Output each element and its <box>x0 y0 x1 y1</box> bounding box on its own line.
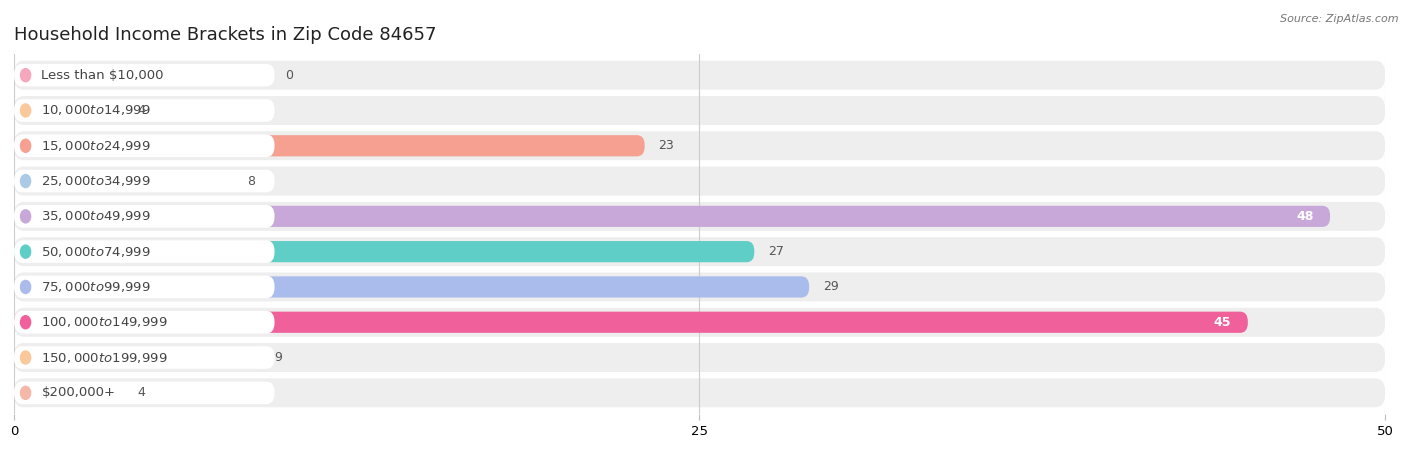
Text: $150,000 to $199,999: $150,000 to $199,999 <box>42 351 167 364</box>
FancyBboxPatch shape <box>14 206 1330 227</box>
Text: 48: 48 <box>1296 210 1313 223</box>
FancyBboxPatch shape <box>14 99 274 122</box>
FancyBboxPatch shape <box>14 202 1385 231</box>
Text: Source: ZipAtlas.com: Source: ZipAtlas.com <box>1281 14 1399 23</box>
Circle shape <box>21 351 31 364</box>
Text: $50,000 to $74,999: $50,000 to $74,999 <box>42 245 152 259</box>
FancyBboxPatch shape <box>14 241 754 262</box>
FancyBboxPatch shape <box>14 96 1385 125</box>
Text: $75,000 to $99,999: $75,000 to $99,999 <box>42 280 152 294</box>
Text: $100,000 to $149,999: $100,000 to $149,999 <box>42 315 167 329</box>
Text: 45: 45 <box>1213 316 1232 329</box>
FancyBboxPatch shape <box>14 205 274 228</box>
Circle shape <box>21 316 31 329</box>
Text: 29: 29 <box>823 280 838 293</box>
FancyBboxPatch shape <box>14 382 274 404</box>
Text: 0: 0 <box>285 69 294 82</box>
Text: Household Income Brackets in Zip Code 84657: Household Income Brackets in Zip Code 84… <box>14 26 436 44</box>
FancyBboxPatch shape <box>14 312 1249 333</box>
FancyBboxPatch shape <box>14 276 274 298</box>
FancyBboxPatch shape <box>14 61 1385 90</box>
FancyBboxPatch shape <box>14 135 274 157</box>
Circle shape <box>21 104 31 117</box>
FancyBboxPatch shape <box>14 100 124 121</box>
Text: 4: 4 <box>138 104 145 117</box>
FancyBboxPatch shape <box>14 272 1385 302</box>
Text: 8: 8 <box>247 175 254 188</box>
FancyBboxPatch shape <box>14 131 1385 160</box>
Text: $200,000+: $200,000+ <box>42 386 115 399</box>
Text: Less than $10,000: Less than $10,000 <box>42 69 165 82</box>
FancyBboxPatch shape <box>14 166 1385 196</box>
FancyBboxPatch shape <box>14 276 810 297</box>
FancyBboxPatch shape <box>14 240 274 263</box>
FancyBboxPatch shape <box>14 382 124 403</box>
Circle shape <box>21 210 31 223</box>
Text: 9: 9 <box>274 351 283 364</box>
FancyBboxPatch shape <box>14 135 644 156</box>
Circle shape <box>21 175 31 188</box>
Text: $35,000 to $49,999: $35,000 to $49,999 <box>42 209 152 223</box>
Circle shape <box>21 245 31 258</box>
Circle shape <box>21 139 31 152</box>
Circle shape <box>21 280 31 293</box>
FancyBboxPatch shape <box>14 308 1385 337</box>
FancyBboxPatch shape <box>14 311 274 333</box>
Text: $10,000 to $14,999: $10,000 to $14,999 <box>42 104 152 117</box>
FancyBboxPatch shape <box>14 237 1385 266</box>
FancyBboxPatch shape <box>14 346 274 369</box>
Text: 23: 23 <box>658 139 673 152</box>
FancyBboxPatch shape <box>14 343 1385 372</box>
FancyBboxPatch shape <box>14 64 274 86</box>
Text: $25,000 to $34,999: $25,000 to $34,999 <box>42 174 152 188</box>
Text: 27: 27 <box>768 245 785 258</box>
FancyBboxPatch shape <box>14 347 262 368</box>
Text: $15,000 to $24,999: $15,000 to $24,999 <box>42 139 152 153</box>
FancyBboxPatch shape <box>14 171 233 192</box>
FancyBboxPatch shape <box>14 378 1385 407</box>
Circle shape <box>21 69 31 82</box>
FancyBboxPatch shape <box>14 170 274 192</box>
Circle shape <box>21 386 31 399</box>
Text: 4: 4 <box>138 386 145 399</box>
